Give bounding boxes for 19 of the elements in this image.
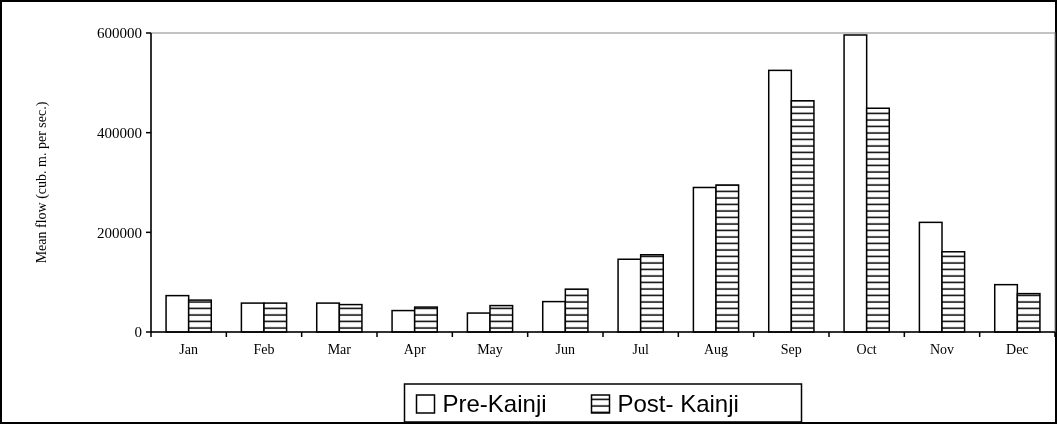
x-tick-label: Jul [632, 342, 649, 357]
y-tick-label: 600000 [97, 25, 142, 42]
x-tick-label: Aug [703, 342, 729, 357]
x-tick-label: Jun [555, 342, 576, 357]
legend-label: Pre-Kainji [442, 390, 547, 418]
legend-label: Post- Kainji [617, 390, 739, 418]
x-tick-label: Feb [253, 342, 275, 357]
x-tick-label: May [477, 342, 503, 357]
x-tick-label: Nov [929, 342, 955, 357]
x-tick-label: Jan [179, 342, 198, 357]
x-tick-label: Oct [856, 342, 877, 357]
x-tick-label: Apr [403, 342, 426, 357]
y-axis-title: Mean flow (cub. m. per sec.) [34, 101, 50, 264]
y-tick-label: 400000 [97, 124, 142, 141]
x-tick-label: Sep [780, 342, 802, 357]
x-tick-label: Dec [1006, 342, 1029, 357]
y-tick-label: 0 [134, 324, 142, 341]
y-tick-label: 200000 [97, 224, 142, 241]
x-tick-label: Mar [327, 342, 352, 357]
